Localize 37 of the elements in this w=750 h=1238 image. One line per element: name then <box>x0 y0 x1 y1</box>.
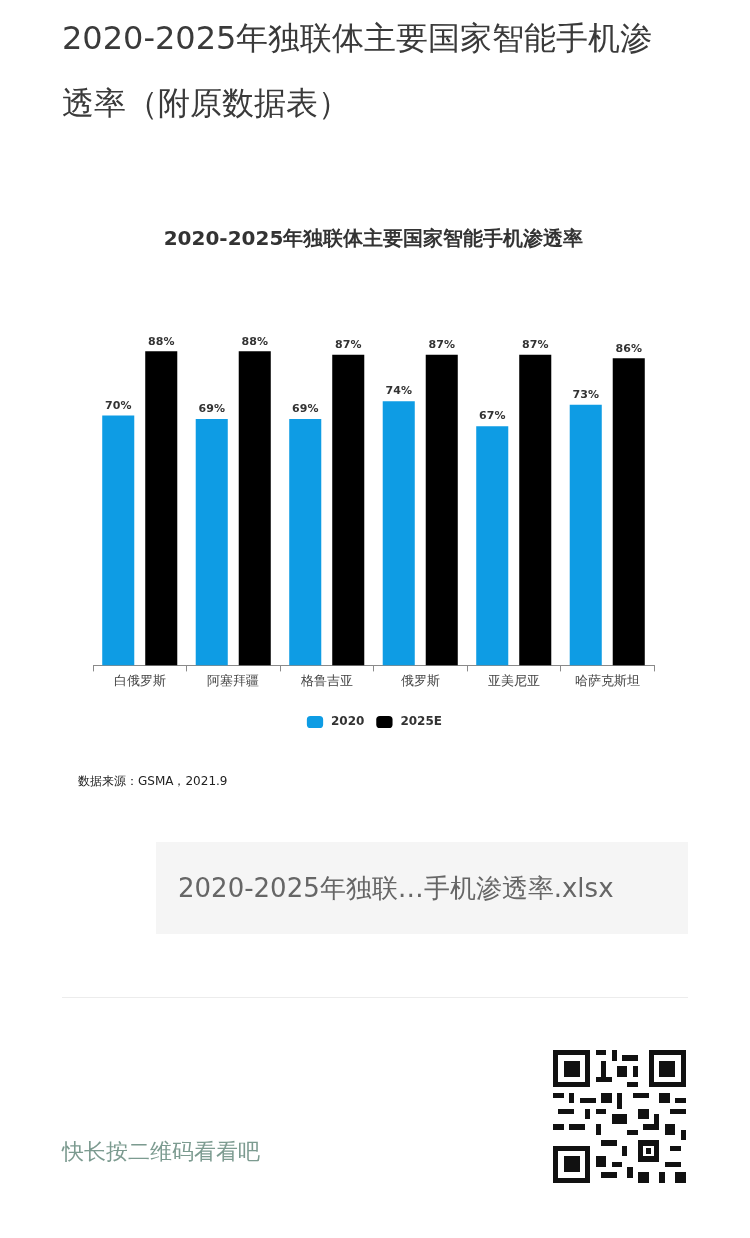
bar <box>519 354 552 666</box>
bar <box>145 351 178 666</box>
bar <box>102 415 135 666</box>
x-tick-label: 阿塞拜疆 <box>207 672 260 688</box>
bar <box>238 351 271 666</box>
data-label: 69% <box>198 402 225 416</box>
x-tick-label: 哈萨克斯坦 <box>574 672 640 688</box>
bar <box>382 401 415 666</box>
source-note: 数据来源：GSMA，2021.9 <box>78 773 228 790</box>
file-card: 2020-2025年独联…手机渗透率.xlsx <box>156 842 688 934</box>
legend-label: 2025E <box>400 714 443 729</box>
x-tick-label: 白俄罗斯 <box>113 672 166 688</box>
data-label: 87% <box>335 338 362 352</box>
x-tick-label: 俄罗斯 <box>400 672 440 688</box>
bar <box>332 354 365 666</box>
data-label: 88% <box>241 334 268 348</box>
x-tick-label: 格鲁吉亚 <box>299 672 353 688</box>
data-label: 73% <box>572 388 599 402</box>
data-label: 87% <box>522 338 549 352</box>
chart-title: 2020-2025年独联体主要国家智能手机渗透率（附原数据表） <box>62 18 654 124</box>
data-label: 67% <box>479 409 506 423</box>
chart-subtitle: 2020-2025年独联体主要国家智能手机渗透率 <box>163 226 584 251</box>
text: 快长按二维码看看吧 <box>62 1138 260 1166</box>
x-tick-label: 亚美尼亚 <box>487 672 540 688</box>
bar <box>195 418 228 666</box>
data-label: 86% <box>615 341 642 355</box>
bar <box>476 426 509 666</box>
data-label: 87% <box>428 338 455 352</box>
legend-label: 2020 <box>331 714 365 729</box>
data-label: 69% <box>292 402 319 416</box>
data-label: 70% <box>105 398 132 412</box>
bar <box>612 358 645 666</box>
bar <box>425 354 458 666</box>
bar <box>569 404 602 666</box>
data-label: 88% <box>148 334 175 348</box>
data-label: 74% <box>385 384 412 398</box>
bar <box>289 418 322 666</box>
